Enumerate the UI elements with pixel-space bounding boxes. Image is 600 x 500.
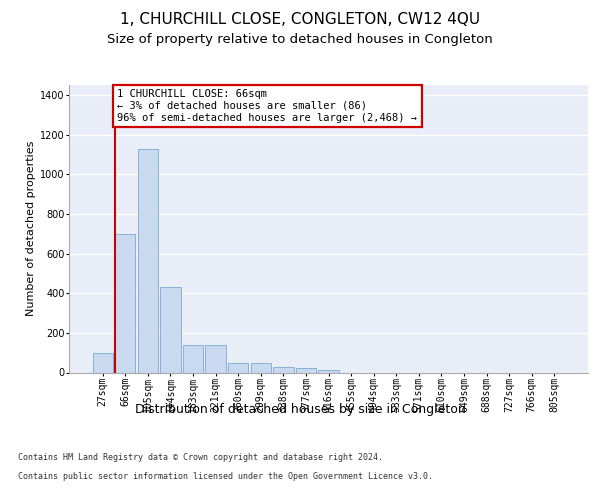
Bar xyxy=(115,234,136,372)
Text: 1, CHURCHILL CLOSE, CONGLETON, CW12 4QU: 1, CHURCHILL CLOSE, CONGLETON, CW12 4QU xyxy=(120,12,480,28)
Bar xyxy=(296,368,316,372)
Text: Contains HM Land Registry data © Crown copyright and database right 2024.: Contains HM Land Registry data © Crown c… xyxy=(18,454,383,462)
Bar xyxy=(205,344,226,372)
Bar xyxy=(160,287,181,372)
Bar xyxy=(183,344,203,372)
Bar xyxy=(319,370,338,372)
Bar xyxy=(251,362,271,372)
Text: Distribution of detached houses by size in Congleton: Distribution of detached houses by size … xyxy=(134,402,466,415)
Text: Contains public sector information licensed under the Open Government Licence v3: Contains public sector information licen… xyxy=(18,472,433,481)
Bar xyxy=(138,150,158,372)
Bar xyxy=(228,362,248,372)
Bar xyxy=(273,366,293,372)
Bar xyxy=(92,352,113,372)
Y-axis label: Number of detached properties: Number of detached properties xyxy=(26,141,36,316)
Text: 1 CHURCHILL CLOSE: 66sqm
← 3% of detached houses are smaller (86)
96% of semi-de: 1 CHURCHILL CLOSE: 66sqm ← 3% of detache… xyxy=(118,90,418,122)
Text: Size of property relative to detached houses in Congleton: Size of property relative to detached ho… xyxy=(107,32,493,46)
